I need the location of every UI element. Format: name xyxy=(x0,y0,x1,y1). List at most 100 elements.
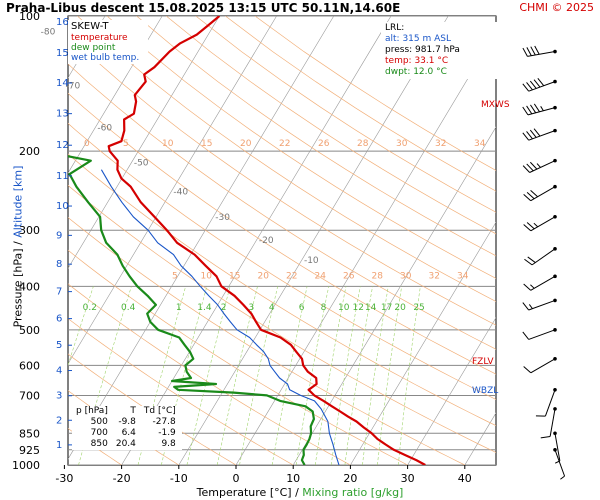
table-row: 850 20.4 9.8 xyxy=(72,439,180,450)
wind-barb-flag xyxy=(529,129,537,138)
levels-table: p [hPa] T Td [°C] 500 -9.8 -27.8 700 6.4… xyxy=(72,406,182,450)
wind-barb-flag xyxy=(526,131,533,140)
mixing-ratio-label: 17 xyxy=(381,303,392,313)
wind-barb-flag xyxy=(533,103,540,113)
legend-item-wetbulb: wet bulb temp. xyxy=(71,53,140,63)
table-cell: 9.8 xyxy=(161,439,176,449)
wind-barb-flag xyxy=(526,163,534,172)
adiabat-label: 22 xyxy=(286,271,297,281)
adiabat-label: 10 xyxy=(162,139,174,149)
pressure-tick-label: 700 xyxy=(19,389,40,402)
table-cell: -1.9 xyxy=(158,428,176,438)
isotherm-line xyxy=(68,16,335,460)
wind-barb-staff xyxy=(527,51,556,57)
mixing-ratio-label: 6 xyxy=(299,303,305,313)
x-axis-label: Temperature [°C] / Mixing ratio [g/kg] xyxy=(0,486,600,499)
isotherm-label: -30 xyxy=(215,213,230,223)
mixing-ratio-label: 10 xyxy=(338,303,350,313)
pressure-tick-label: 200 xyxy=(19,145,40,158)
wind-barb-flag xyxy=(533,128,541,137)
table-row: 500 -9.8 -27.8 xyxy=(72,417,180,428)
wbzl-marker: WBZL xyxy=(472,386,499,396)
wind-barb-dot xyxy=(553,214,557,219)
lrl-dwpt: dwpt: 12.0 °C xyxy=(385,67,447,77)
adiabat-label: 5 xyxy=(123,139,129,149)
mixing-ratio-label: 4 xyxy=(269,303,275,313)
wind-barb-flag xyxy=(523,194,532,202)
isotherm-line xyxy=(292,126,496,465)
mxws-marker: MXWS xyxy=(481,100,510,110)
legend-header: SKEW-T xyxy=(71,21,109,32)
dry-adiabat xyxy=(68,353,237,465)
adiabat-label: 28 xyxy=(372,271,384,281)
dry-adiabat xyxy=(165,16,496,235)
wind-barb-staff xyxy=(531,248,556,266)
dry-adiabat xyxy=(68,184,496,453)
wind-barb-flag xyxy=(529,80,537,89)
mixing-ratio-label: 25 xyxy=(413,303,424,313)
wind-barb-flag xyxy=(526,222,535,230)
wind-barb-flag xyxy=(526,105,533,115)
wind-barb-flag xyxy=(527,256,536,263)
wind-barb-flag xyxy=(526,47,532,56)
y-axis-label-altitude: Altitude [km] xyxy=(11,165,25,238)
isotherm-label: -10 xyxy=(304,256,319,266)
wind-barb-staff xyxy=(530,275,556,291)
adiabat-label: 22 xyxy=(279,139,290,149)
isotherm-label: -80 xyxy=(41,28,56,38)
isotherm-line xyxy=(522,16,600,465)
plot-background xyxy=(67,15,497,466)
wind-barb-dot xyxy=(553,298,557,303)
dry-adiabat xyxy=(68,217,465,465)
adiabat-label: 15 xyxy=(201,139,212,149)
wind-barb-dot xyxy=(553,247,557,251)
pressure-tick-label: 500 xyxy=(19,324,40,337)
table-row: 700 6.4 -1.9 xyxy=(72,428,180,439)
wind-barb-flag xyxy=(534,45,540,55)
wind-barb-staff xyxy=(527,107,556,116)
isotherm-line xyxy=(407,317,496,465)
wind-barb-half-flag xyxy=(536,163,541,168)
x-tick-label: -10 xyxy=(170,472,188,485)
isotherm-label: -50 xyxy=(134,158,149,168)
pressure-tick-label: 1000 xyxy=(12,459,40,472)
wind-barb-half-flag xyxy=(533,222,539,228)
wind-barb-flag xyxy=(522,132,530,141)
isotherm-label: -40 xyxy=(173,188,188,198)
table-header-p: p [hPa] xyxy=(76,406,108,416)
wind-barb-staff xyxy=(544,389,556,417)
adiabat-label: 5 xyxy=(172,271,178,281)
mixing-ratio-label: 14 xyxy=(365,303,377,313)
wind-barb-staff xyxy=(549,408,556,437)
wind-barb-flag xyxy=(522,302,530,311)
mixing-ratio-label: 20 xyxy=(394,303,406,313)
isotherm-label: -20 xyxy=(259,236,274,246)
wind-barb-flag xyxy=(522,106,529,116)
series-line-2 xyxy=(100,169,340,465)
adiabat-label: 30 xyxy=(400,271,412,281)
mixing-ratio-label: 1 xyxy=(176,303,182,313)
altitude-tick-label: 14 xyxy=(56,78,69,89)
lrl-alt: alt: 315 m ASL xyxy=(385,34,451,44)
dry-adiabat xyxy=(68,63,496,350)
altitude-tick-label: 5 xyxy=(56,340,62,351)
x-tick-label: 0 xyxy=(233,472,240,485)
lrl-temp: temp: 33.1 °C xyxy=(385,56,449,66)
adiabat-label: 28 xyxy=(357,139,369,149)
credit-text: CHMI © 2025 xyxy=(519,1,594,14)
table-header-td: Td [°C] xyxy=(143,406,176,416)
wind-barb-dot xyxy=(553,105,557,110)
mixing-ratio-line xyxy=(68,286,94,367)
table-header-t: T xyxy=(130,406,136,416)
wind-barb-dot xyxy=(553,49,557,54)
y-axis-label-sep: / xyxy=(11,237,25,249)
adiabat-label: 32 xyxy=(435,139,446,149)
adiabat-label: 15 xyxy=(229,271,240,281)
mixing-ratio-label: 2 xyxy=(221,303,227,313)
legend-item-temperature: temperature xyxy=(71,33,128,43)
mixing-ratio-label: 3 xyxy=(249,303,255,313)
altitude-tick-label: 7 xyxy=(56,287,62,298)
mixing-ratio-line xyxy=(330,286,361,465)
wind-barb-flag xyxy=(522,165,530,173)
wind-barb-dot xyxy=(553,431,557,436)
